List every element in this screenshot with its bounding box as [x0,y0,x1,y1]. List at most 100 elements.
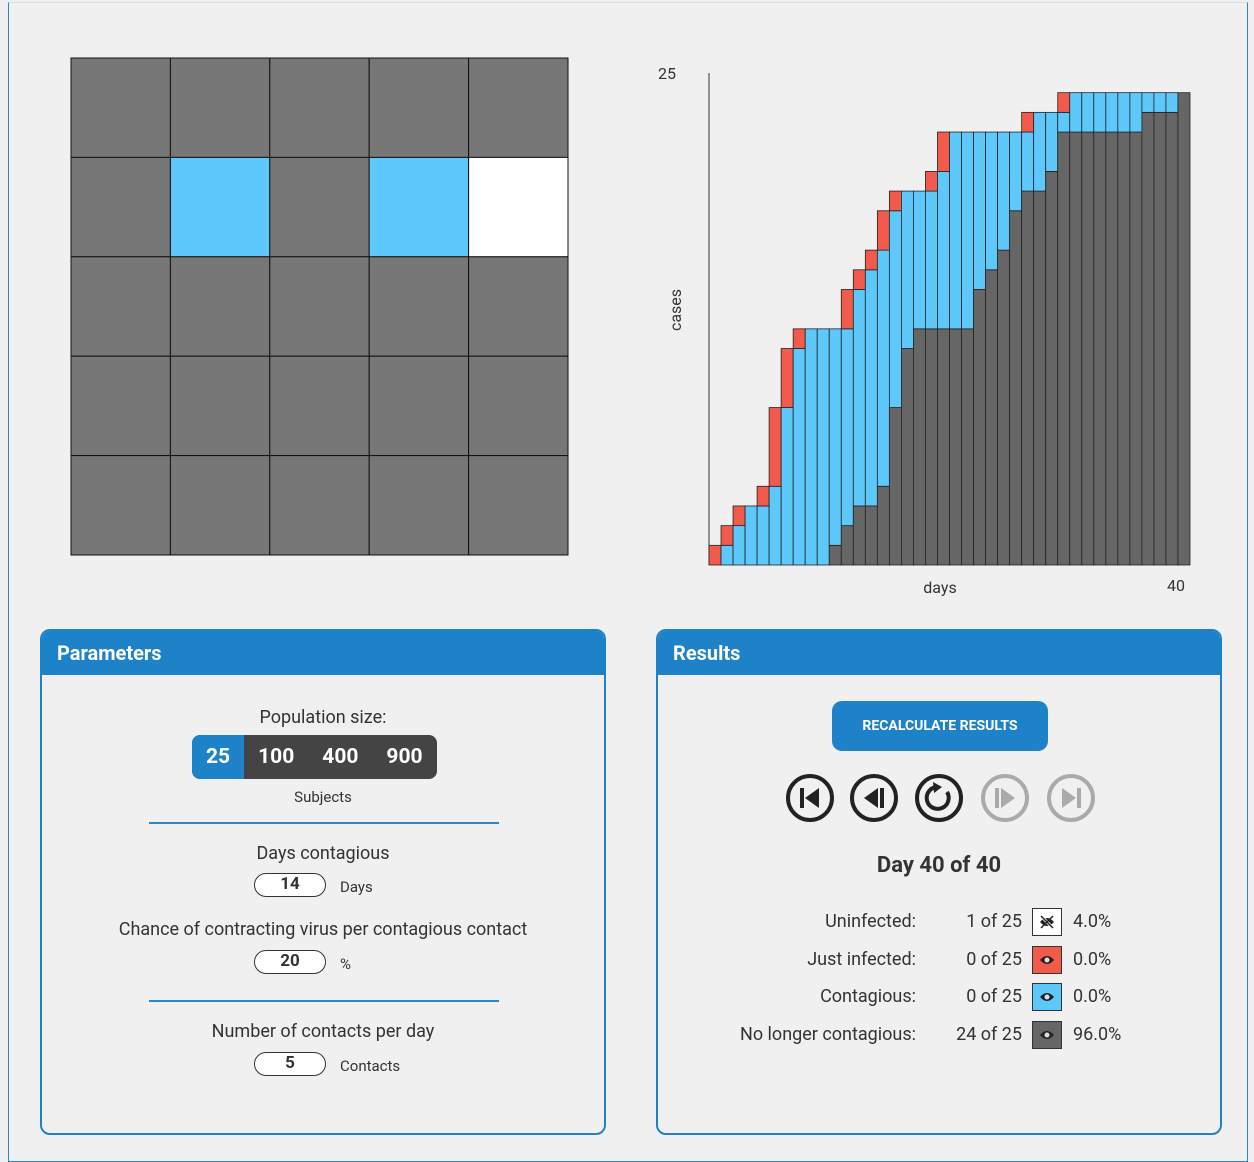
row-percent: 96.0% [1073,1024,1122,1045]
results-panel: Results RECALCULATE RESULTS Day 40 of 40… [656,629,1222,1135]
bar-segment [852,505,866,566]
bar-segment [1177,92,1191,566]
population-option[interactable]: 25 [192,735,245,779]
grid-cell [70,57,171,158]
parameters-panel: Parameters Population size: 25 100 400 900 … [40,629,606,1135]
color-swatch [1032,983,1062,1011]
grid-cell [169,57,271,158]
chance-input[interactable]: 20 [254,950,326,974]
bar-segment [876,249,890,487]
bar-segment [1069,131,1083,566]
bar-segment [1069,92,1083,133]
chart: cases days 25 40 [658,64,1191,597]
contacts-input[interactable]: 5 [254,1052,326,1076]
bar-segment [1117,131,1131,566]
forward-button [981,774,1029,822]
bar-segment [949,131,962,330]
bar-segment [1045,111,1059,172]
bar-segment [985,269,999,566]
bar-segment [792,348,806,566]
color-swatch [1032,946,1062,974]
row-count: 1 of 25 [966,911,1022,932]
bar-segment [708,544,722,566]
bar-segment [744,505,758,566]
contacts-unit: Contacts [340,1057,401,1075]
day-status: Day 40 of 40 [876,853,1002,878]
population-option[interactable]: 100 [258,745,295,769]
bar-segment [852,269,866,290]
population-selector: 25 100 400 900 [192,735,437,779]
bar-segment [876,485,890,566]
first-button[interactable] [786,774,834,822]
replay-button[interactable] [915,774,963,822]
population-option[interactable]: 400 [322,745,359,769]
bar-segment [780,407,794,566]
bar-segment [1081,92,1095,133]
grid-cell [468,455,569,556]
bar-segment [732,505,746,527]
bar-segment [768,407,782,487]
bar-segment [1153,92,1167,113]
bar-segment [852,289,866,507]
grid-cell [169,156,271,258]
grid-cell [169,355,271,457]
bar-segment [840,328,854,527]
bar-segment [1009,131,1023,212]
population-grid [70,57,569,556]
panel-title: Results [658,631,1220,675]
bar-segment [1081,131,1095,566]
bar-segment [1165,111,1179,566]
grid-cell [368,455,470,556]
bar-segment [937,170,950,330]
bar-segment [1093,131,1107,566]
bar-segment [1165,92,1179,113]
bar-segment [1057,111,1071,133]
row-count: 24 of 25 [956,1024,1022,1045]
bar-segment [925,190,938,330]
bar-segment [1105,131,1119,566]
bar-segment [828,544,842,566]
days-unit: Days [340,878,373,896]
bar-segment [925,170,938,192]
grid-cell [70,256,171,357]
bar-segment [840,289,854,330]
bar-segment [901,190,914,349]
grid-cell [468,355,569,457]
panel-title: Parameters [42,631,604,675]
population-option[interactable]: 900 [386,745,423,769]
grid-cell [169,455,271,556]
grid-cell [368,156,470,258]
color-swatch [1032,908,1062,936]
bar-segment [756,505,770,566]
bar-segment [949,328,962,566]
bar-segment [1141,92,1155,113]
recalculate-button[interactable]: RECALCULATE RESULTS [832,701,1048,751]
row-count: 0 of 25 [966,949,1022,970]
bar-segment [780,348,794,408]
days-input[interactable]: 14 [254,873,326,897]
row-label: No longer contagious: [739,1024,916,1045]
bar-segment [1021,111,1035,133]
bar-segment [1153,111,1167,566]
back-button[interactable] [850,774,898,822]
bar-segment [937,328,950,566]
grid-cell [368,256,470,357]
grid-cell [269,156,370,258]
row-label: Just infected: [807,949,916,970]
grid-cell [269,256,370,357]
last-button [1047,774,1095,822]
bar-segment [756,485,770,507]
bar-segment [864,249,878,271]
visualization: cases days 25 40 [70,57,1191,597]
population-label: Population size: [259,707,387,728]
bar-segment [1129,131,1143,566]
grid-cell [368,355,470,457]
grid-cell [269,455,370,556]
days-label: Days contagious [256,843,390,864]
bar-segment [732,525,746,566]
bar-segment [768,485,782,566]
bar-segment [1057,131,1071,566]
bar-segment [888,407,902,566]
bar-segment [961,328,974,566]
